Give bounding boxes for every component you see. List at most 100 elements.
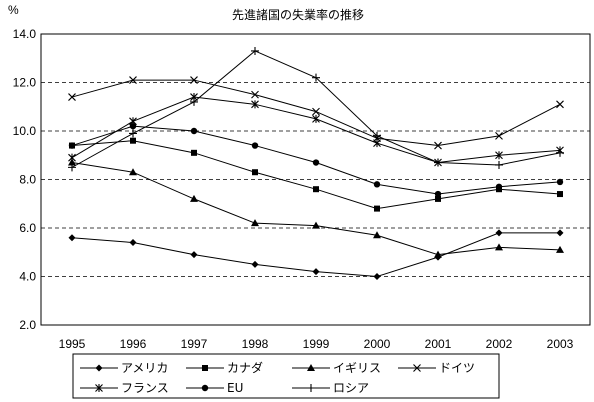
data-point <box>373 273 381 280</box>
data-point <box>495 243 503 251</box>
series-triangle <box>68 158 564 258</box>
data-point <box>68 158 76 166</box>
data-point <box>434 250 442 258</box>
data-point <box>556 178 564 186</box>
data-point <box>495 183 503 190</box>
data-point <box>251 100 259 109</box>
legend-item: アメリカ <box>80 361 168 375</box>
data-point <box>373 131 381 140</box>
legend-label: フランス <box>121 381 169 395</box>
data-point <box>190 127 198 135</box>
data-point <box>190 194 198 202</box>
legend-item: ロシア <box>292 381 369 395</box>
data-point <box>374 205 380 212</box>
data-point <box>68 93 76 101</box>
y-tick-label: 8.0 <box>19 173 36 187</box>
legend-item: EU <box>186 381 243 395</box>
data-point <box>434 158 442 167</box>
data-point <box>190 97 198 106</box>
data-point <box>190 251 198 259</box>
x-tick-label: 2002 <box>486 337 513 351</box>
legend-label: アメリカ <box>121 361 168 375</box>
data-point <box>130 137 136 144</box>
x-tick-label: 1998 <box>242 337 269 351</box>
data-point <box>129 129 137 138</box>
x-tick-label: 1997 <box>181 337 208 351</box>
legend-marker <box>202 365 208 371</box>
series-square <box>69 137 563 212</box>
legend-marker <box>307 364 315 371</box>
data-point <box>129 76 137 84</box>
data-point <box>556 148 564 157</box>
data-point <box>312 114 320 123</box>
legend-marker <box>95 384 103 392</box>
data-point <box>434 141 442 150</box>
data-point <box>129 168 137 176</box>
data-point <box>68 153 76 162</box>
data-point <box>129 122 137 130</box>
legend-marker <box>201 384 209 392</box>
data-point <box>251 90 259 99</box>
series-plus <box>68 46 564 172</box>
series-circle <box>68 122 564 198</box>
series-layer <box>68 46 564 280</box>
data-point <box>495 229 503 237</box>
data-point <box>251 46 259 55</box>
data-point <box>251 260 259 268</box>
data-point <box>312 268 320 276</box>
x-tick-label: 1999 <box>303 337 330 351</box>
x-tick-label: 2000 <box>364 337 391 351</box>
data-point <box>190 76 198 84</box>
legend-marker <box>95 364 103 372</box>
data-point <box>312 159 320 166</box>
data-point <box>373 181 381 188</box>
y-tick-label: 14.0 <box>13 27 37 41</box>
data-point <box>495 151 503 160</box>
y-tick-label: 12.0 <box>13 76 37 90</box>
series-x <box>68 76 564 150</box>
legend-label: ドイツ <box>439 361 475 375</box>
data-point <box>312 107 320 116</box>
data-point <box>312 73 320 82</box>
data-point <box>68 163 76 172</box>
data-point <box>556 245 564 253</box>
data-point <box>556 100 564 109</box>
legend-label: ロシア <box>333 381 369 395</box>
x-tick-label: 2001 <box>425 337 452 351</box>
legend-marker <box>413 364 421 372</box>
series-line <box>71 96 561 164</box>
legend-item: イギリス <box>292 361 381 375</box>
data-point <box>495 131 503 140</box>
data-point <box>373 231 381 239</box>
y-tick-label: 2.0 <box>19 318 36 332</box>
data-point <box>68 142 76 149</box>
data-point <box>191 149 197 156</box>
legend-item: カナダ <box>186 360 263 375</box>
legend-item: フランス <box>80 381 169 395</box>
legend-marker <box>307 384 315 392</box>
series-line <box>71 162 561 256</box>
data-point <box>556 229 564 237</box>
chart-title: 先進諸国の失業率の推移 <box>232 7 364 22</box>
series-line <box>71 140 561 210</box>
data-point <box>373 139 381 148</box>
y-tick-label: 4.0 <box>19 270 36 284</box>
series-line <box>71 79 561 147</box>
series-line <box>71 50 561 168</box>
x-tick-label: 1995 <box>59 337 86 351</box>
series-asterisk <box>68 93 564 167</box>
legend-label: イギリス <box>333 361 381 375</box>
series-diamond <box>68 229 564 280</box>
legend-item: ドイツ <box>398 361 475 375</box>
x-axis-ticks: 1995 1996 1997 1998 1999 2000 2001 2002 2003 <box>59 337 574 351</box>
y-axis-ticks: 2.0 4.0 6.0 8.0 10.0 12.0 14.0 <box>13 27 37 332</box>
data-point <box>251 142 259 149</box>
data-point <box>68 234 76 242</box>
legend-box <box>72 353 500 399</box>
data-point <box>495 160 503 169</box>
legend-label: カナダ <box>227 360 263 375</box>
x-tick-label: 2003 <box>547 337 574 351</box>
data-point <box>312 221 320 229</box>
